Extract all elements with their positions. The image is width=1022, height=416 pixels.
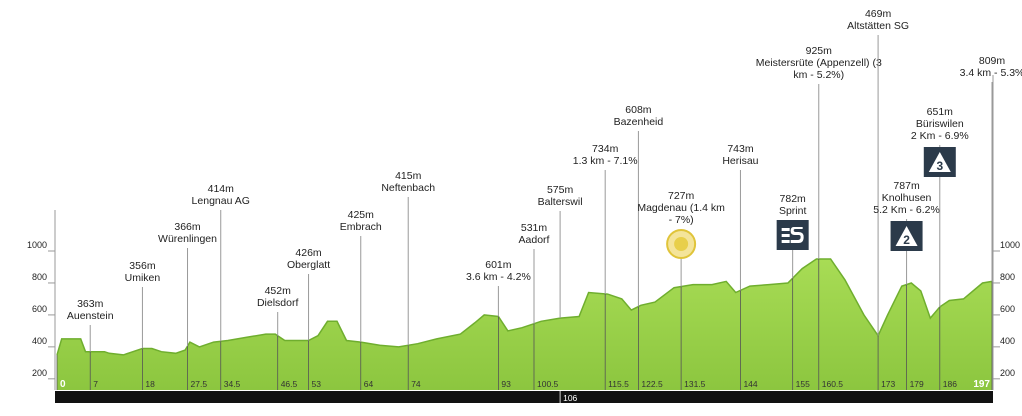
y-tick-label: 200 [1000,368,1015,378]
y-tick-label: 400 [32,336,47,346]
climb-badge-label: 3 [936,159,943,173]
x-tick-label: 131.5 [684,379,706,389]
annotation-text: 415m [395,170,422,182]
annotation-text: 2 Km - 6.9% [911,130,969,142]
x-tick-label: 74 [411,379,421,389]
annotation-text: Büriswilen [916,118,964,130]
annotation-text: Oberglatt [287,259,330,271]
annotation-text: 734m [592,143,619,155]
annotation-text: Herisau [722,155,758,167]
x-tick-label: 46.5 [281,379,298,389]
annotation-text: Auenstein [67,310,114,322]
annotation-text: 452m [265,285,292,297]
annotation-text: 608m [625,104,652,116]
x-tick-label: 155 [796,379,810,389]
annotation-text: Bazenheid [614,116,664,128]
bar-tick-label: 106 [563,393,577,403]
annotation-text: Würenlingen [158,233,217,245]
annotation-text: 366m [174,221,201,233]
annotation-text: Sprint [779,205,807,217]
x-tick-label: 186 [943,379,957,389]
annotation-text: 651m [927,106,954,118]
x-tick-label: 93 [501,379,511,389]
annotation-text: Meistersrüte (Appenzell) (3 [756,57,882,69]
annotation-text: 787m [893,180,920,192]
x-tick-label: 27.5 [191,379,208,389]
annotation-text: Knolhusen [882,192,932,204]
annotation-text: 743m [727,143,754,155]
y-tick-label: 600 [32,304,47,314]
y-tick-label: 1000 [27,240,47,250]
annotation-text: 809m [979,55,1006,67]
annotation-text: 3.6 km - 4.2% [466,271,531,283]
distance-bar [55,391,993,403]
sprint-icon [776,220,809,250]
annotation-text: 5.2 Km - 6.2% [873,204,940,216]
y-tick-label: 600 [1000,304,1015,314]
x-tick-label: 179 [910,379,924,389]
annotation-text: Neftenbach [381,182,435,194]
y-tick-label: 800 [32,272,47,282]
annotation-text: 469m [865,8,892,20]
annotation-text: - 7%) [669,214,694,226]
annotation-text: 363m [77,298,104,310]
annotation-text: km - 5.2%) [793,69,844,81]
annotation-text: Embrach [340,221,382,233]
x-tick-label: 173 [881,379,895,389]
annotation-text: 782m [780,193,807,205]
profile-area [57,259,992,390]
x-tick-label: 7 [93,379,98,389]
climb-badge-label: 2 [903,233,910,247]
annotation-text: 925m [806,45,833,57]
annotation-text: 727m [668,190,695,202]
x-tick-label: 115.5 [608,379,629,389]
y-tick-label: 800 [1000,272,1015,282]
y-tick-label: 1000 [1000,240,1020,250]
annotation-text: Dielsdorf [257,297,299,309]
x-tick-label: 144 [743,379,757,389]
annotation-text: 601m [485,259,512,271]
climb-badge-icon [895,226,918,246]
kom-medal-inner [674,237,689,251]
x-tick-label: 64 [364,379,374,389]
annotation-text: 426m [295,247,322,259]
x-tick-label: 160.5 [822,379,844,389]
x-tick-label: 122.5 [641,379,663,389]
annotation-text: 1.3 km - 7.1% [573,155,638,167]
annotation-text: Altstätten SG [847,20,909,32]
y-tick-label: 200 [32,368,47,378]
annotation-text: 3.4 km - 5.3% [960,67,1022,79]
profile-line [56,258,993,356]
annotation-text: 356m [129,260,156,272]
annotation-text: Magdenau (1.4 km [637,202,725,214]
annotation-text: 414m [208,183,235,195]
x-tick-label: 197 [973,379,990,390]
annotation-text: Balterswil [538,196,583,208]
climb-badge-icon [928,152,951,172]
annotation-text: 425m [348,209,375,221]
x-tick-label: 0 [60,379,66,390]
x-tick-label: 18 [145,379,155,389]
x-tick-label: 100.5 [537,379,559,389]
x-tick-label: 34.5 [224,379,241,389]
annotation-text: Umiken [125,272,161,284]
sprint-icon-glyph [781,227,804,243]
x-tick-label: 53 [312,379,322,389]
annotation-text: 575m [547,184,574,196]
annotation-text: 531m [521,222,548,234]
annotation-text: Lengnau AG [192,195,250,207]
annotation-text: Aadorf [519,234,550,246]
y-tick-label: 400 [1000,336,1015,346]
